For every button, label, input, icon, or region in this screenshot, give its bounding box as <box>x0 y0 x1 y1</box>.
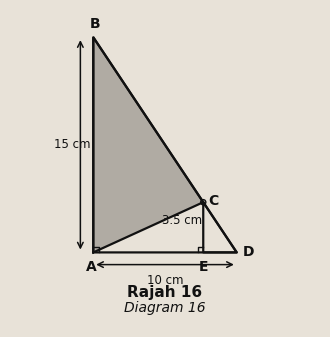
Text: 15 cm: 15 cm <box>54 138 91 151</box>
Text: D: D <box>243 245 255 259</box>
Text: 10 cm: 10 cm <box>147 274 183 287</box>
Text: Diagram 16: Diagram 16 <box>124 301 206 315</box>
Text: B: B <box>89 17 100 31</box>
Text: Rajah 16: Rajah 16 <box>127 285 203 300</box>
Text: 3.5 cm: 3.5 cm <box>162 214 202 227</box>
Text: A: A <box>86 259 96 274</box>
Text: C: C <box>208 194 218 208</box>
Text: E: E <box>199 260 208 274</box>
Polygon shape <box>93 37 203 252</box>
